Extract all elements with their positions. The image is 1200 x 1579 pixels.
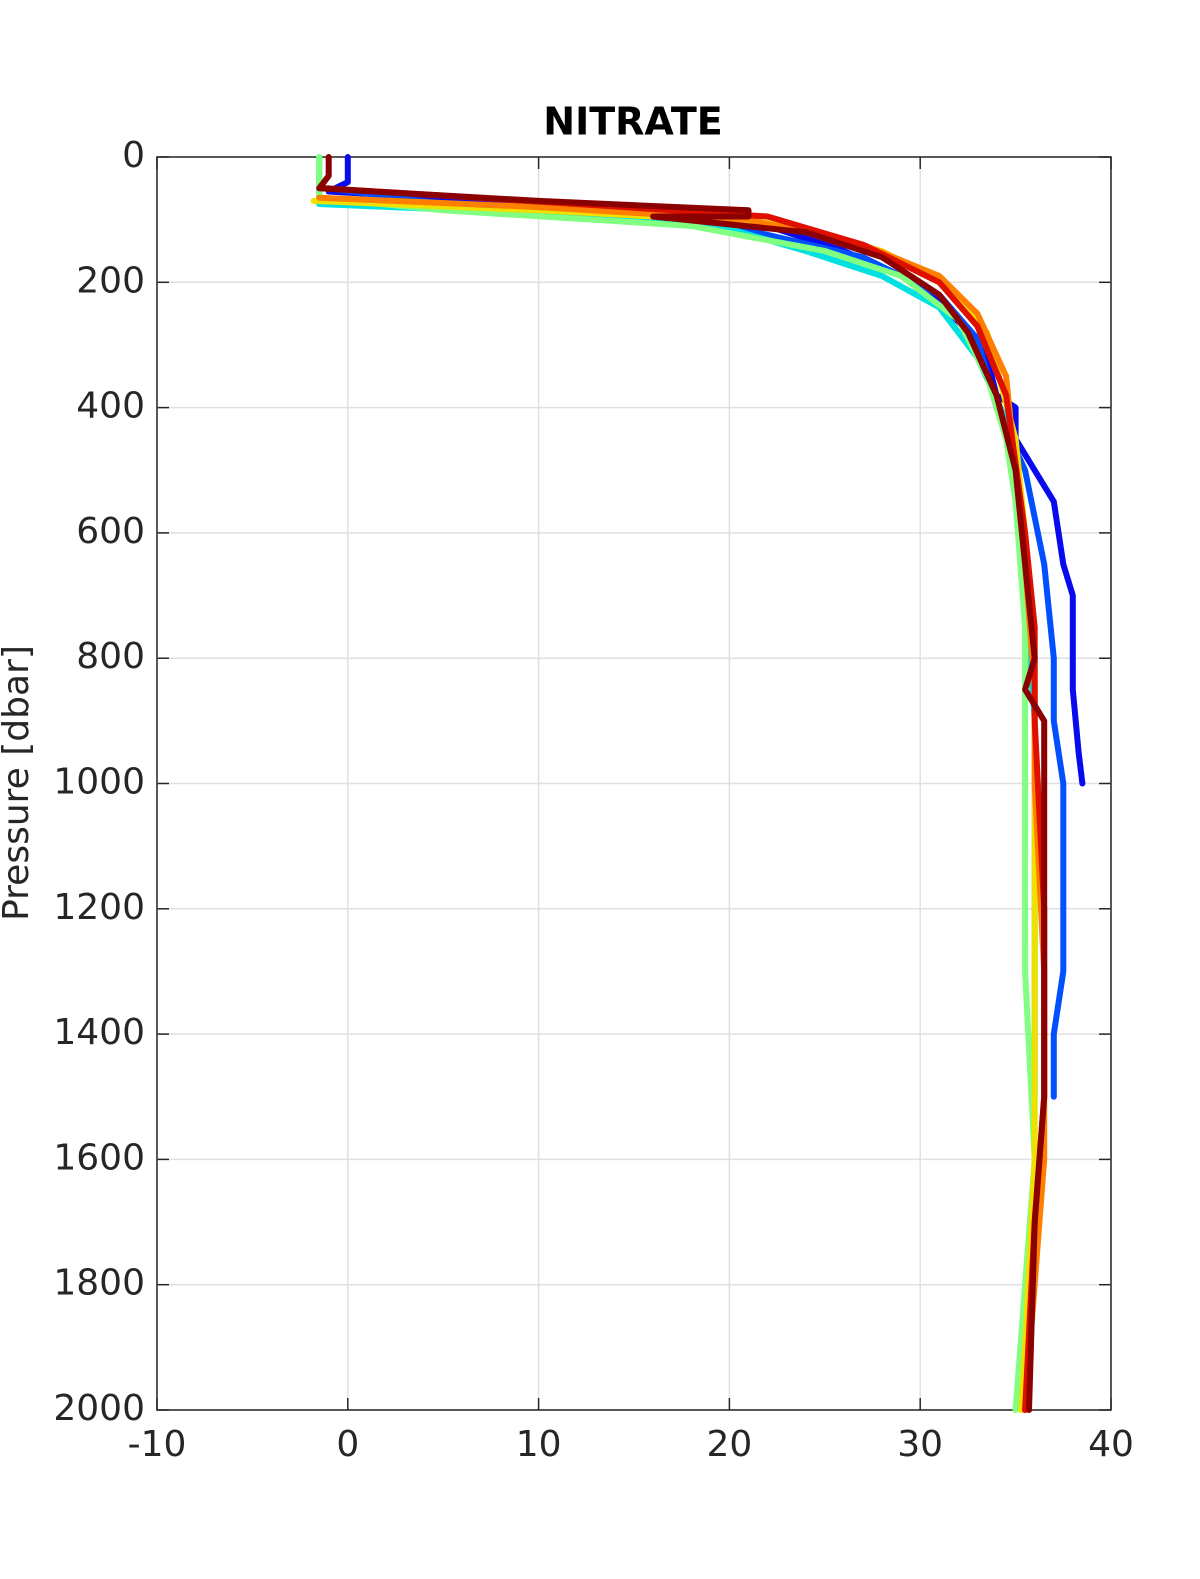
chart-title: NITRATE — [543, 100, 722, 144]
y-tick-label: 0 — [122, 135, 145, 176]
x-tick-label: 30 — [897, 1424, 943, 1465]
profile-line — [316, 194, 1048, 1413]
y-tick-label: 600 — [76, 511, 145, 552]
profile-line — [310, 197, 1038, 1413]
y-tick-label: 200 — [76, 260, 145, 301]
y-tick-label: 1200 — [53, 887, 145, 928]
y-tick-label: 800 — [76, 636, 145, 677]
x-tick-label: 20 — [706, 1424, 752, 1465]
y-tick-label: 1000 — [53, 762, 145, 803]
y-tick-label: 2000 — [53, 1388, 145, 1429]
profile-line — [316, 154, 1048, 1413]
y-tick-label: 1400 — [53, 1012, 145, 1053]
y-tick-label: 1600 — [53, 1137, 145, 1178]
x-tick-label: -10 — [128, 1424, 187, 1465]
y-tick-label: 400 — [76, 386, 145, 427]
profile-line — [321, 185, 1048, 1413]
plot-frame — [156, 156, 1112, 1411]
profile-line — [316, 154, 1038, 1413]
profile-line — [325, 185, 1067, 1100]
x-tick-label: 0 — [336, 1424, 359, 1465]
y-tick-label: 1800 — [53, 1263, 145, 1304]
x-tick-label: 40 — [1088, 1424, 1134, 1465]
y-axis-label: Pressure [dbar] — [0, 645, 37, 921]
profile-line — [325, 154, 1086, 787]
x-tick-label: 10 — [516, 1424, 562, 1465]
